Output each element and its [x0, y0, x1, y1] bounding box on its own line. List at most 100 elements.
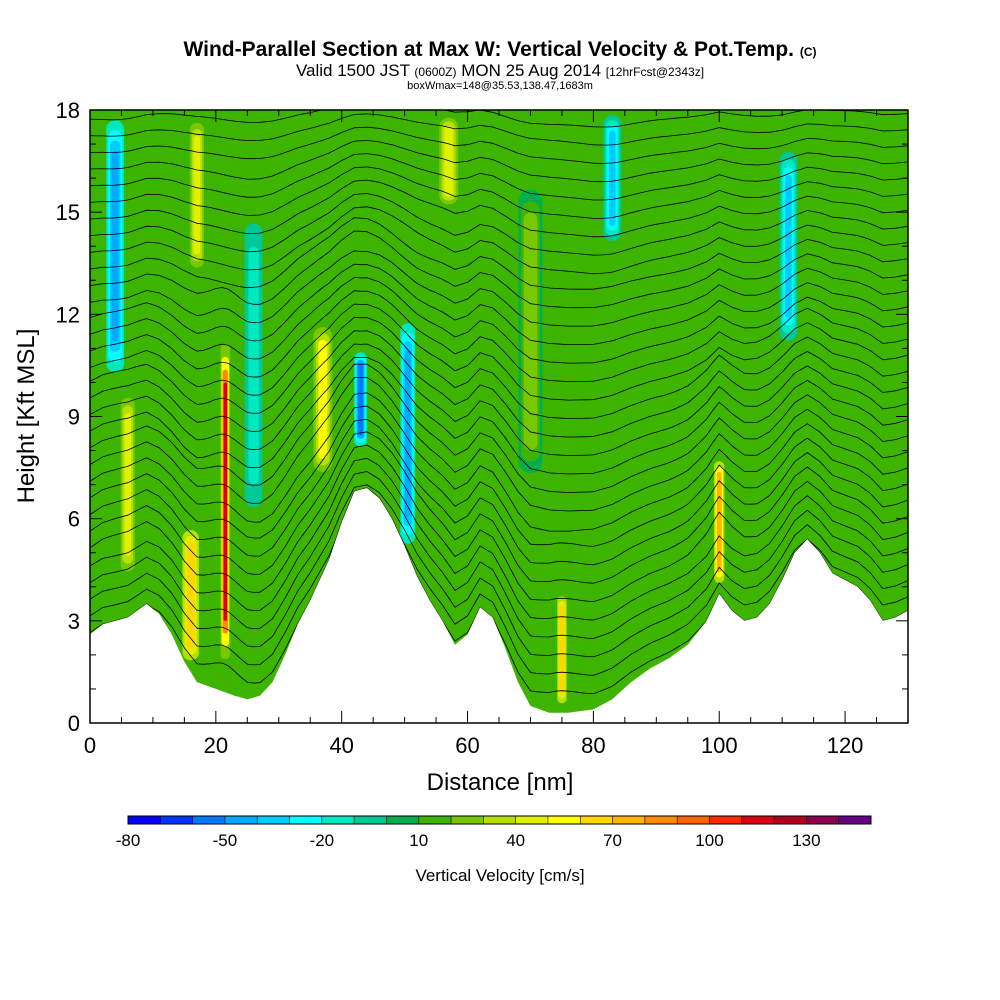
colorbar-swatch — [677, 816, 710, 824]
colorbar-tick-label: -20 — [310, 831, 335, 850]
colorbar: -80 -50 -20 10 40 70 100 130 — [116, 815, 872, 850]
x-tick-label: 20 — [204, 733, 228, 758]
colorbar-swatch — [515, 816, 549, 824]
colorbar-tick-label: 10 — [409, 831, 428, 850]
theta-contour-24 — [90, 193, 908, 256]
velocity-streak-3-3 — [193, 135, 201, 255]
velocity-streak-5-3 — [250, 258, 257, 473]
theta-contour-6 — [90, 431, 908, 584]
theta-contour-4 — [90, 457, 908, 621]
theta-contour-18 — [90, 276, 908, 364]
x-tick-label: 40 — [329, 733, 353, 758]
velocity-streak-1-3 — [124, 413, 132, 557]
chart-info: boxWmax=148@35.53,138.47,1683m — [407, 80, 593, 92]
theta-contour-23 — [90, 206, 908, 275]
y-axis-ticks: 0 3 6 9 12 15 18 — [56, 98, 908, 736]
theta-contour-29 — [90, 126, 908, 164]
y-tick-label: 12 — [56, 302, 80, 327]
theta-contour-19 — [90, 263, 908, 345]
terrain-mask — [90, 488, 908, 723]
colorbar-title: Vertical Velocity [cm/s] — [415, 866, 584, 885]
y-axis-label: Height [Kft MSL] — [13, 329, 40, 504]
velocity-streak-7-3 — [358, 363, 363, 436]
theta-contour-15 — [90, 316, 908, 419]
velocity-streak-12-3 — [608, 130, 616, 226]
colorbar-swatch — [289, 816, 323, 824]
velocity-field — [106, 113, 798, 709]
colorbar-swatch — [612, 816, 646, 824]
colorbar-tick-label: -50 — [213, 831, 238, 850]
chart-subtitle: Valid 1500 JST (0600Z) MON 25 Aug 2014 [… — [296, 61, 704, 80]
x-tick-label: 0 — [84, 733, 96, 758]
x-tick-label: 60 — [455, 733, 479, 758]
colorbar-swatch — [160, 816, 193, 824]
theta-contour-30 — [90, 113, 908, 146]
colorbar-swatch — [192, 816, 226, 824]
theta-contour-13 — [90, 343, 908, 456]
colorbar-swatch — [386, 816, 420, 824]
colorbar-frame — [127, 815, 872, 825]
theta-contour-7 — [90, 418, 908, 566]
velocity-streak-6-3 — [318, 339, 328, 460]
x-axis-label: Distance [nm] — [427, 769, 574, 796]
x-tick-label: 120 — [827, 733, 864, 758]
copyright-mark: (C) — [800, 45, 817, 59]
velocity-streak-2-3 — [186, 541, 195, 649]
velocity-streak-0-3 — [111, 150, 119, 342]
colorbar-swatch — [580, 816, 613, 824]
colorbar-swatch — [224, 816, 258, 824]
colorbar-swatch — [354, 816, 387, 824]
colorbar-swatch — [451, 816, 484, 824]
y-tick-label: 6 — [68, 507, 80, 532]
theta-contour-11 — [90, 363, 908, 493]
theta-contour-2 — [90, 484, 908, 658]
y-tick-label: 9 — [68, 405, 80, 430]
colorbar-swatch — [806, 816, 839, 824]
colorbar-swatch — [418, 816, 452, 824]
y-tick-label: 15 — [56, 200, 80, 225]
plot-area — [90, 110, 908, 723]
colorbar-swatch — [257, 816, 290, 824]
theta-contour-16 — [90, 303, 908, 401]
theta-contour-12 — [90, 356, 908, 475]
theta-contours — [90, 110, 908, 695]
chart-title: Wind-Parallel Section at Max W: Vertical… — [183, 38, 816, 61]
theta-contour-14 — [90, 330, 908, 438]
velocity-streak-9-3 — [444, 125, 454, 197]
theta-contour-9 — [90, 392, 908, 532]
velocity-streak-14-3 — [785, 174, 792, 318]
colorbar-tick-label: 70 — [603, 831, 622, 850]
x-axis-ticks: 0 20 40 60 80 100 120 — [84, 110, 909, 758]
colorbar-tick-label: 100 — [695, 831, 723, 850]
theta-contour-25 — [90, 179, 908, 238]
theta-contour-5 — [90, 444, 908, 603]
velocity-streak-10-3 — [526, 224, 535, 439]
colorbar-swatch — [709, 816, 743, 824]
colorbar-swatch — [128, 816, 161, 824]
colorbar-tick-label: -80 — [116, 831, 141, 850]
velocity-streak-4-3 — [223, 382, 228, 621]
colorbar-tick-label: 130 — [792, 831, 820, 850]
velocity-streak-11-3 — [559, 605, 565, 694]
colorbar-swatch — [741, 816, 775, 824]
theta-contour-28 — [90, 139, 908, 183]
colorbar-swatch — [547, 816, 581, 824]
colorbar-swatch — [321, 816, 355, 824]
theta-contour-27 — [90, 153, 908, 201]
y-tick-label: 0 — [68, 711, 80, 736]
colorbar-swatch — [483, 816, 516, 824]
x-tick-label: 80 — [581, 733, 605, 758]
theta-contour-21 — [90, 230, 908, 309]
theta-contour-17 — [90, 290, 908, 383]
colorbar-swatch — [838, 816, 872, 824]
colorbar-swatch — [644, 816, 678, 824]
x-tick-label: 100 — [701, 733, 738, 758]
colorbar-swatch — [774, 816, 807, 824]
velocity-streak-13-3 — [716, 472, 722, 573]
theta-contour-8 — [90, 405, 908, 547]
theta-contour-20 — [90, 250, 908, 327]
theta-contour-22 — [90, 217, 908, 290]
theta-contour-3 — [90, 471, 908, 639]
theta-contour-1 — [90, 487, 908, 676]
